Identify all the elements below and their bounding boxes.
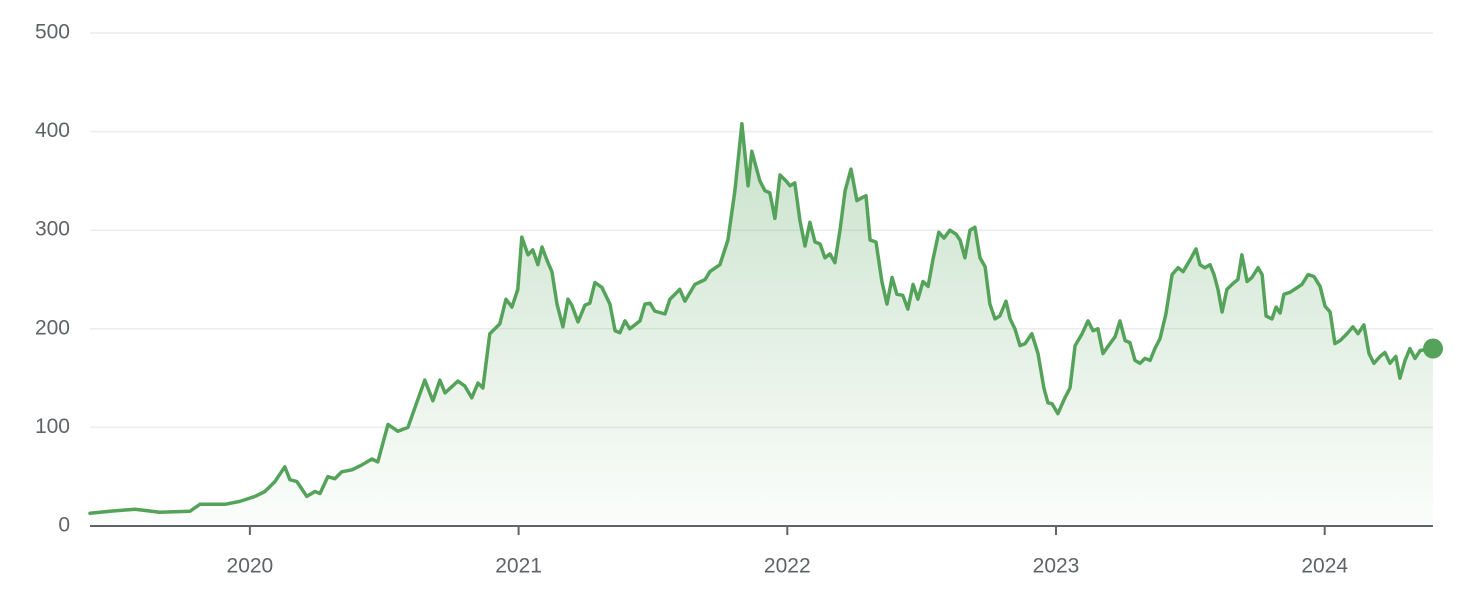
area [90, 123, 1433, 526]
y-tick-label: 100 [35, 415, 70, 438]
y-tick-label: 200 [35, 316, 70, 339]
x-tick-label: 2021 [495, 555, 542, 578]
y-tick-label: 0 [58, 514, 70, 537]
y-tick-label: 300 [35, 218, 70, 241]
x-tick-label: 2024 [1301, 555, 1348, 578]
x-tick-label: 2023 [1033, 555, 1080, 578]
end-marker [1423, 338, 1443, 359]
y-tick-label: 500 [35, 21, 70, 44]
x-tick-label: 2022 [764, 555, 811, 578]
price-line [88, 121, 1435, 515]
x-tick-label: 2020 [227, 555, 274, 578]
y-tick-label: 400 [35, 119, 70, 142]
